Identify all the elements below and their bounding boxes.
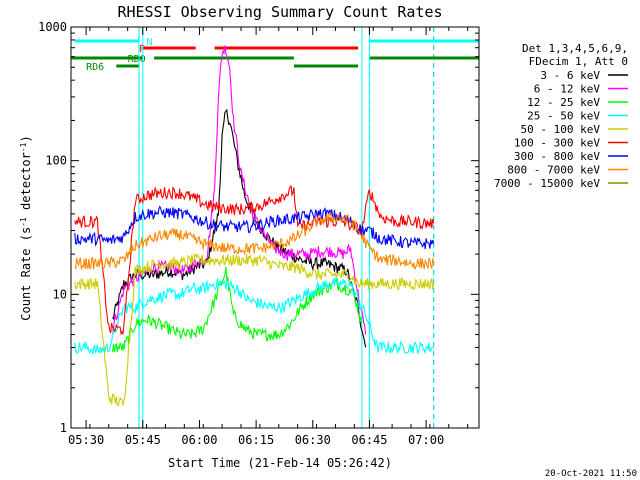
y-axis-label: Count Rate (s-1 detector-1) (19, 135, 34, 320)
series-line (74, 252, 435, 407)
x-tick-label: 05:45 (125, 433, 161, 447)
plot-frame (70, 26, 480, 429)
series-line (74, 277, 434, 355)
flag-f-label: F (139, 44, 145, 55)
series-line (74, 211, 435, 271)
x-axis: 05:30 05:45 06:00 06:15 06:30 06:45 07:00 (68, 27, 469, 447)
series-line (112, 108, 367, 348)
x-tick-label: 06:00 (181, 433, 217, 447)
x-axis-label: Start Time (21-Feb-14 05:26:42) (168, 456, 392, 470)
legend-entry-label: 300 - 800 keV (514, 150, 600, 163)
y-axis: 1 10 100 1000 (38, 20, 479, 435)
y-axis-label-part: ) (19, 135, 33, 142)
legend-header-line: FDecim 1, Att 0 (529, 55, 628, 68)
series-line (74, 185, 435, 336)
y-axis-label-part: -1 (19, 142, 28, 152)
y-axis-label-part: Count Rate (s (19, 227, 33, 321)
series-line (112, 266, 363, 353)
legend-entry-label: 100 - 300 keV (514, 137, 600, 150)
y-axis-label-part: -1 (19, 217, 28, 227)
flag-rd0-label: RD0 (128, 54, 146, 65)
x-tick-label: 07:00 (408, 433, 444, 447)
x-tick-label: 06:30 (295, 433, 331, 447)
y-tick-label: 1000 (38, 20, 67, 34)
timestamp: 20-Oct-2021 11:50 (545, 469, 637, 479)
flag-n-label: N (147, 37, 153, 48)
legend: Det 1,3,4,5,6,9,FDecim 1, Att 03 - 6 keV… (494, 42, 628, 190)
y-tick-label: 1 (60, 421, 67, 435)
flag-rd6-label: RD6 (86, 62, 104, 73)
series-line (112, 45, 367, 335)
legend-header-line: Det 1,3,4,5,6,9, (522, 42, 628, 55)
x-tick-label: 06:45 (351, 433, 387, 447)
series-line (74, 205, 435, 250)
chart-title: RHESSI Observing Summary Count Rates (117, 3, 442, 21)
legend-entry-label: 25 - 50 keV (527, 110, 600, 123)
legend-entry-label: 6 - 12 keV (534, 83, 601, 96)
legend-entry-label: 800 - 7000 keV (507, 164, 600, 177)
x-tick-label: 06:15 (238, 433, 274, 447)
y-tick-label: 10 (53, 287, 67, 301)
y-tick-label: 100 (45, 154, 67, 168)
legend-entry-label: 3 - 6 keV (540, 69, 600, 82)
y-axis-label-part: detector (19, 152, 33, 217)
x-tick-label: 05:30 (68, 433, 104, 447)
legend-entry-label: 12 - 25 keV (527, 96, 600, 109)
series-layer (74, 45, 435, 407)
legend-entry-label: 7000 - 15000 keV (494, 177, 600, 190)
legend-entry-label: 50 - 100 keV (521, 123, 601, 136)
